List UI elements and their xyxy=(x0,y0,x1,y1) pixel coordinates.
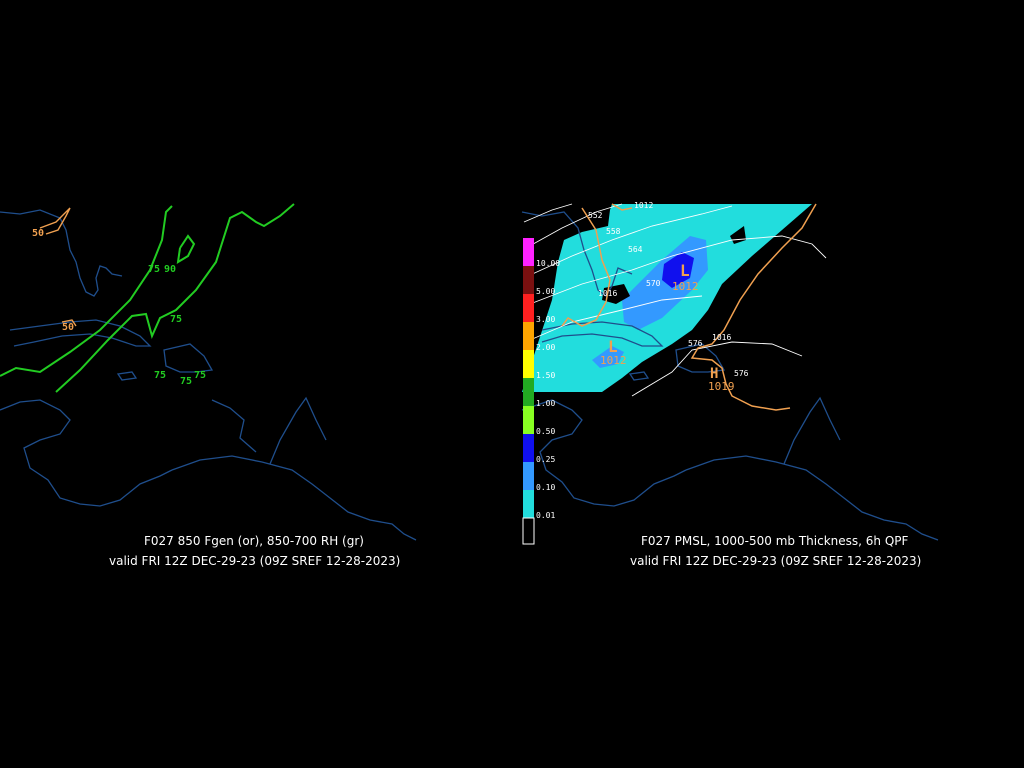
fgen-label: 50 xyxy=(32,228,44,239)
fgen-rh-map: 50 50 75 90 75 75 75 75 xyxy=(0,203,417,541)
qpf-scale-label: 1.00 xyxy=(536,399,555,408)
qpf-scale-swatch xyxy=(523,406,534,434)
qpf-scale-swatch xyxy=(523,434,534,462)
rh-label: 75 xyxy=(148,264,160,275)
rh-label: 75 xyxy=(170,314,182,325)
qpf-scale-swatch xyxy=(523,266,534,294)
right-caption-line2: valid FRI 12Z DEC-29-23 (09Z SREF 12-28-… xyxy=(630,554,922,568)
thickness-label: 558 xyxy=(606,227,621,236)
qpf-shading xyxy=(522,204,812,392)
qpf-scale-swatch xyxy=(523,490,534,518)
qpf-scale-label: 0.01 xyxy=(536,511,555,520)
rh-contours xyxy=(0,203,295,393)
isobars xyxy=(561,203,817,411)
rh-label: 75 xyxy=(180,376,192,387)
thickness-label: 576 xyxy=(734,369,749,378)
qpf-scale-label: 0.25 xyxy=(536,455,555,464)
low-center-value: 1012 xyxy=(672,280,699,293)
thickness-label: 552 xyxy=(588,211,603,220)
isobar-label: 1012 xyxy=(634,201,653,210)
qpf-scale-label: 10.00 xyxy=(536,259,560,268)
qpf-scale-label: 0.50 xyxy=(536,427,555,436)
low-center-symbol: L xyxy=(608,337,618,356)
qpf-scale-swatch xyxy=(523,238,534,266)
qpf-scale-swatch xyxy=(523,378,534,406)
thickness-label: 576 xyxy=(688,339,703,348)
qpf-scale-label: 3.00 xyxy=(536,315,555,324)
thickness-lines xyxy=(523,203,827,397)
qpf-scale-label: 5.00 xyxy=(536,287,555,296)
rh-label: 90 xyxy=(164,264,176,275)
isobar-label: 1016 xyxy=(712,333,731,342)
pmsl-thickness-qpf-map: 552 558 564 570 576 576 1016 1016 1012 L… xyxy=(521,201,939,545)
left-caption-line1: F027 850 Fgen (or), 850-700 RH (gr) xyxy=(144,534,364,548)
qpf-scale-swatch xyxy=(523,322,534,350)
qpf-color-scale: 10.00 5.00 3.00 2.00 1.50 1.00 0.50 0.25 0.10 0.0… xyxy=(522,238,560,545)
rh-label: 75 xyxy=(194,370,206,381)
qpf-scale-swatch xyxy=(523,350,534,378)
rh-label: 75 xyxy=(154,370,166,381)
qpf-scale-label: 2.00 xyxy=(536,343,555,352)
high-center-symbol: H xyxy=(710,366,718,382)
coastlines xyxy=(0,209,417,541)
qpf-scale-swatch xyxy=(522,517,535,545)
right-caption-line1: F027 PMSL, 1000-500 mb Thickness, 6h QPF xyxy=(641,534,909,548)
low-center-symbol: L xyxy=(680,261,690,280)
fgen-contours xyxy=(39,207,77,327)
qpf-scale-label: 1.50 xyxy=(536,371,555,380)
high-center-value: 1019 xyxy=(708,380,735,393)
isobar-label: 1016 xyxy=(598,289,617,298)
qpf-scale-swatch xyxy=(523,462,534,490)
left-caption-line2: valid FRI 12Z DEC-29-23 (09Z SREF 12-28-… xyxy=(109,554,401,568)
low-center-value: 1012 xyxy=(600,354,627,367)
thickness-label: 564 xyxy=(628,245,643,254)
qpf-scale-swatch xyxy=(523,294,534,322)
thickness-label: 570 xyxy=(646,279,661,288)
qpf-scale-label: 0.10 xyxy=(536,483,555,492)
fgen-label: 50 xyxy=(62,322,74,333)
